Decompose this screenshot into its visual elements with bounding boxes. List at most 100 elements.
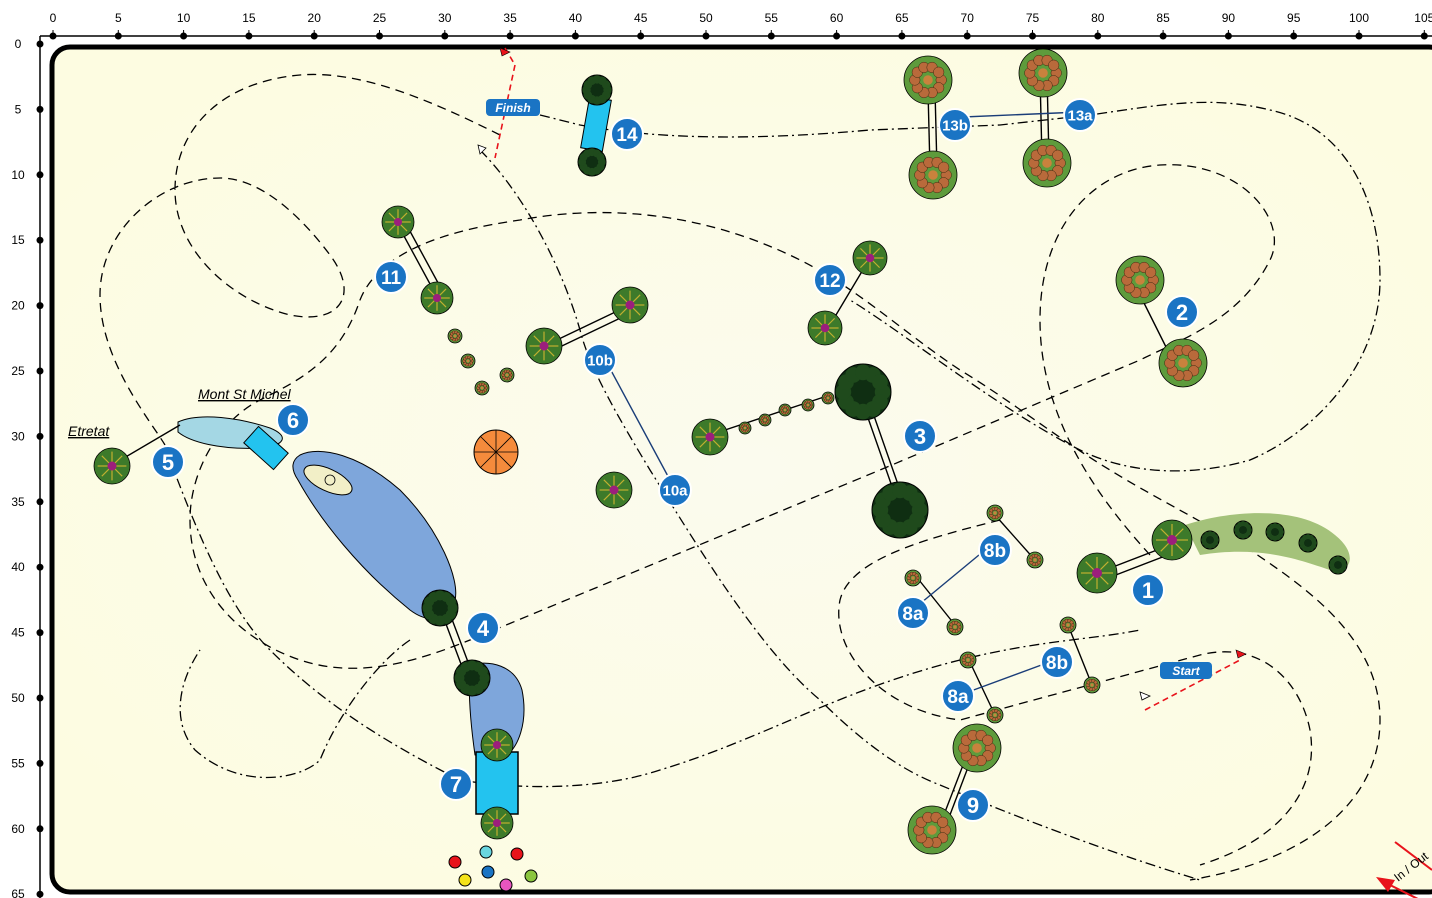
x-tick: 10 <box>177 11 191 40</box>
y-tick: 10 <box>11 168 44 182</box>
x-tick: 25 <box>373 11 386 40</box>
x-tick: 60 <box>830 11 844 40</box>
obstacle-number: 5 <box>162 450 174 475</box>
obstacle-marker[interactable]: 7 <box>439 767 473 801</box>
arena <box>49 44 1432 895</box>
obstacle-number: 9 <box>967 793 979 818</box>
obstacle-marker[interactable]: 8b <box>978 533 1012 567</box>
y-tick-label: 45 <box>11 626 25 640</box>
obstacle-number: 8b <box>1046 653 1068 674</box>
x-tick-label: 105 <box>1414 11 1432 25</box>
flower-bush-icon <box>480 728 514 762</box>
x-tick-label: 70 <box>961 11 975 25</box>
flower-bush-icon <box>480 806 514 840</box>
obstacle-marker[interactable]: 14 <box>610 117 644 151</box>
obstacle-marker[interactable]: 9 <box>956 788 990 822</box>
x-tick: 30 <box>438 11 452 40</box>
x-tick: 105 <box>1414 11 1432 40</box>
x-tick: 100 <box>1349 11 1369 40</box>
y-tick-label: 65 <box>11 887 25 898</box>
obstacle-marker[interactable]: 8a <box>941 679 975 713</box>
obstacle-marker[interactable]: 10b <box>583 343 617 377</box>
obstacle-marker[interactable]: 8b <box>1040 645 1074 679</box>
obstacle-number: 8a <box>902 604 924 625</box>
palm-icon <box>1265 522 1285 542</box>
obstacle-marker[interactable]: 8a <box>896 596 930 630</box>
obstacle-marker[interactable]: 1 <box>1131 573 1165 607</box>
tree-icon <box>474 380 490 396</box>
x-tick-label: 20 <box>308 11 322 25</box>
tree-icon <box>758 413 772 427</box>
etretat-label: Etretat <box>68 423 110 439</box>
tree-icon <box>1018 48 1068 98</box>
y-tick: 45 <box>11 626 44 640</box>
mont-st-michel-label: Mont St Michel <box>198 386 291 402</box>
x-tick: 85 <box>1156 11 1170 40</box>
tree-icon <box>986 504 1004 522</box>
x-tick-label: 95 <box>1287 11 1301 25</box>
boat-icon <box>303 464 353 496</box>
x-tick-label: 85 <box>1156 11 1170 25</box>
obstacle-marker[interactable]: 13b <box>938 108 972 142</box>
obstacle-marker[interactable]: 2 <box>1165 295 1199 329</box>
flower-bush-icon <box>595 471 633 509</box>
x-tick: 75 <box>1026 11 1040 40</box>
umbrella-icon <box>473 429 519 475</box>
y-tick-label: 30 <box>11 429 25 443</box>
y-tick: 55 <box>11 756 44 770</box>
obstacle-number: 8b <box>984 541 1006 562</box>
obstacle-marker[interactable]: 5 <box>151 445 185 479</box>
palm-icon <box>1298 533 1318 553</box>
x-tick-label: 5 <box>115 11 122 25</box>
obstacle-marker[interactable]: 11 <box>374 260 408 294</box>
obstacle-marker[interactable]: 3 <box>903 419 937 453</box>
x-tick-label: 40 <box>569 11 583 25</box>
y-tick: 5 <box>15 102 44 116</box>
tree-icon <box>821 391 835 405</box>
y-tick: 50 <box>11 691 44 705</box>
tree-icon <box>1083 676 1101 694</box>
obstacle-marker[interactable]: 4 <box>466 611 500 645</box>
y-tick-label: 60 <box>11 822 25 836</box>
obstacle-marker[interactable]: 12 <box>813 263 847 297</box>
flower-bush-icon <box>525 327 563 365</box>
obstacle-number: 11 <box>381 268 402 289</box>
x-tick: 90 <box>1222 11 1235 40</box>
finish-label-box <box>486 99 540 116</box>
obstacle-number: 4 <box>477 616 490 641</box>
y-tick-label: 20 <box>11 299 25 313</box>
flower-bush-icon <box>807 310 843 346</box>
top-ruler: 0 5 10 15 20 25 30 35 40 45 50 55 60 65 70 75 80 85 90 95 10… <box>40 11 1432 40</box>
tree-icon <box>903 55 953 105</box>
obstacle-marker[interactable]: 6 <box>276 403 310 437</box>
palm-icon <box>453 659 491 697</box>
obstacle-number: 13b <box>942 117 968 134</box>
obstacle-number: 10a <box>662 482 688 499</box>
obstacle-number: 10b <box>587 352 613 369</box>
obstacle-number: 3 <box>914 424 926 449</box>
obstacle-marker[interactable]: 13a <box>1063 98 1097 132</box>
palm-icon <box>1200 530 1220 550</box>
plants <box>93 48 1348 855</box>
y-tick: 25 <box>11 364 44 378</box>
y-tick: 0 <box>15 37 44 51</box>
x-tick: 35 <box>503 11 517 40</box>
tree-icon <box>460 353 476 369</box>
obstacle-number: 7 <box>450 772 462 797</box>
y-tick-label: 55 <box>11 756 25 770</box>
x-tick-label: 75 <box>1026 11 1040 25</box>
obstacle-marker[interactable]: 10a <box>658 473 692 507</box>
tree-icon <box>908 150 958 200</box>
y-tick: 15 <box>11 233 44 247</box>
start-label-box <box>1160 662 1212 679</box>
x-tick-label: 35 <box>503 11 517 25</box>
x-tick: 80 <box>1091 11 1105 40</box>
tree-icon <box>738 421 752 435</box>
x-tick: 55 <box>765 11 778 40</box>
x-tick-label: 0 <box>50 11 57 25</box>
obstacle-number: 6 <box>287 408 299 433</box>
y-tick-label: 35 <box>11 495 25 509</box>
obstacle-number: 12 <box>819 271 840 292</box>
